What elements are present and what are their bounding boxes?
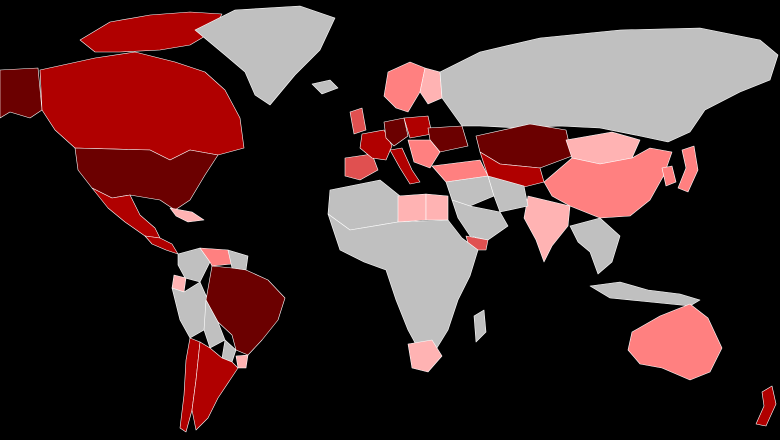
sub-saharan-africa (327, 213, 479, 357)
caribbean (169, 207, 205, 223)
new-zealand (755, 385, 777, 427)
argentina (191, 341, 239, 431)
ukraine (427, 125, 469, 153)
japan (677, 145, 699, 193)
southeast-asia (569, 217, 621, 275)
libya (397, 193, 427, 223)
bolivia (203, 299, 226, 349)
arabian-peninsula (451, 199, 509, 241)
russia (439, 27, 779, 143)
uruguay (235, 354, 249, 369)
korea (661, 165, 677, 187)
germany (383, 117, 409, 147)
australia (627, 303, 723, 381)
india (523, 195, 571, 263)
iceland (311, 79, 339, 95)
middle-east (445, 175, 495, 207)
iran (487, 175, 529, 213)
iberia (344, 153, 379, 181)
balkans (407, 139, 441, 169)
italy (389, 147, 421, 185)
south-africa (407, 339, 443, 373)
finland (419, 67, 443, 105)
france (359, 129, 393, 161)
madagascar (473, 309, 487, 343)
venezuela (199, 247, 233, 267)
egypt (425, 193, 449, 221)
alaska (0, 67, 43, 119)
scandinavia (383, 61, 426, 113)
mexico (91, 187, 161, 239)
indonesia (589, 281, 701, 307)
greenland (194, 5, 336, 106)
canada (39, 51, 245, 161)
uk (349, 107, 367, 135)
